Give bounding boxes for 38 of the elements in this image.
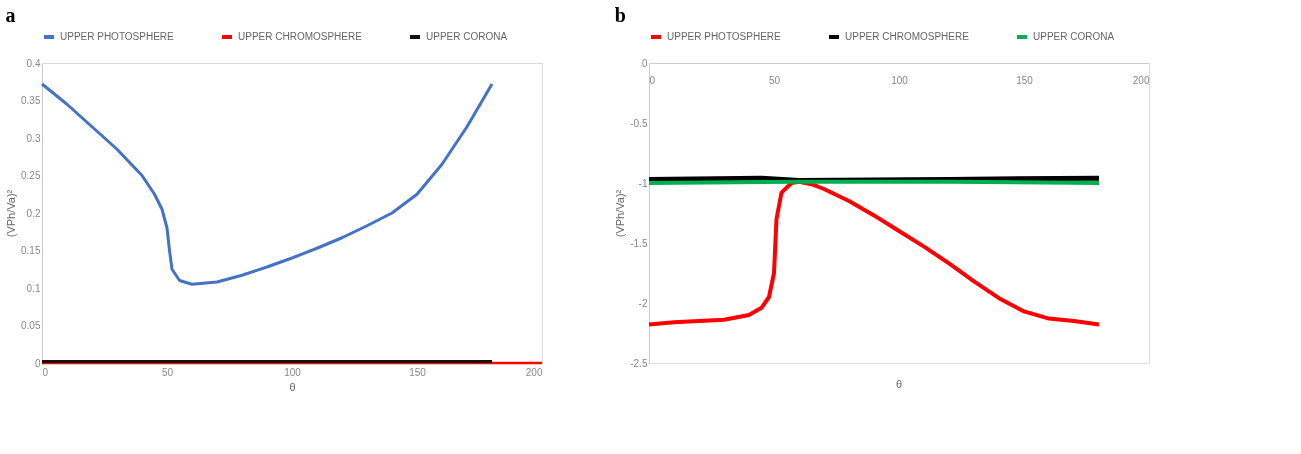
x-tick-label: 100 [891, 74, 909, 86]
x-tick-label: 50 [768, 74, 781, 86]
y-tick-label: 0.35 [21, 95, 41, 106]
x-tick-label: 200 [525, 366, 543, 378]
x-axis-title: θ [289, 380, 296, 393]
x-tick-label: 200 [1132, 74, 1150, 86]
x-axis-title: θ [895, 378, 903, 390]
y-axis-title: (VPh/Va)² [5, 189, 18, 238]
y-tick-label: 0.05 [21, 320, 41, 331]
legend-label: UPPER PHOTOSPHERE [60, 31, 175, 42]
x-tick-label: 100 [284, 366, 302, 378]
y-tick-label: -2.5 [630, 357, 648, 369]
y-tick-label: -1.5 [630, 237, 648, 249]
legend-label: UPPER CHROMOSPHERE [845, 31, 970, 42]
chart-title: b [614, 4, 626, 26]
chart-title: a [5, 4, 16, 26]
line-series [40, 82, 494, 286]
x-tick-label: 50 [161, 366, 174, 378]
y-tick-label: 0.2 [26, 207, 41, 219]
x-tick-label: 0 [649, 74, 656, 86]
y-tick-label: -2 [638, 297, 648, 309]
legend-label: UPPER CORONA [1033, 31, 1115, 42]
y-tick-label: 0.1 [26, 282, 41, 294]
legend-label: UPPER CORONA [426, 31, 508, 42]
x-tick-label: 150 [1016, 74, 1034, 86]
y-tick-label: 0.4 [26, 57, 41, 69]
y-tick-label: 0.15 [21, 245, 41, 256]
y-tick-label: 0 [641, 57, 648, 69]
x-tick-label: 150 [409, 366, 427, 378]
y-tick-label: -0.5 [630, 117, 648, 129]
legend-label: UPPER CHROMOSPHERE [238, 31, 363, 42]
y-axis-title: (VPh/Va)² [614, 189, 627, 238]
y-tick-label: 0.25 [21, 170, 41, 181]
y-tick-label: 0 [34, 357, 41, 369]
y-tick-label: -1 [638, 177, 648, 189]
x-tick-label: 0 [42, 366, 49, 378]
legend-label: UPPER PHOTOSPHERE [667, 31, 782, 42]
y-tick-label: 0.3 [26, 132, 41, 144]
